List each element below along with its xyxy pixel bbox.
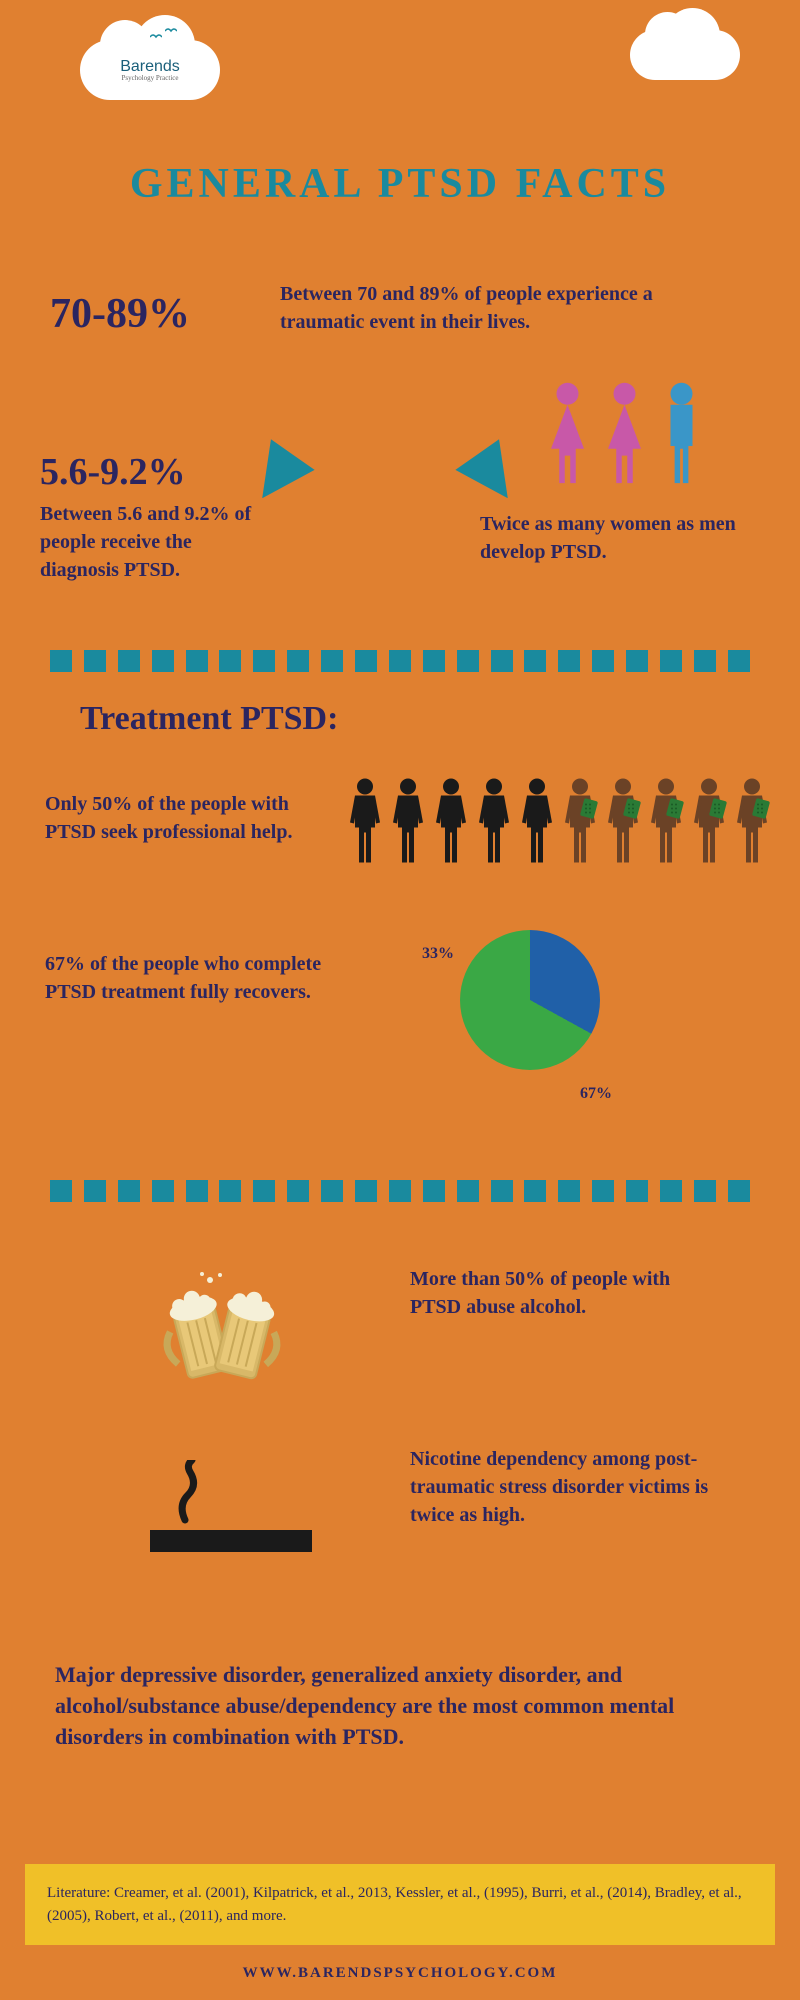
infographic-page: Barends Psychology Practice GENERAL PTSD… — [0, 0, 800, 2000]
treatment-title: Treatment PTSD: — [80, 700, 338, 738]
female-icon — [597, 380, 652, 490]
website-url: WWW.BARENDSPSYCHOLOGY.COM — [0, 1965, 800, 1982]
stat-percent-2: 5.6-9.2% — [40, 450, 186, 494]
person-icon — [560, 775, 600, 870]
person-icon — [603, 775, 643, 870]
pie-graphic — [460, 930, 600, 1070]
stat-text-2: Between 5.6 and 9.2% of people receive t… — [40, 500, 270, 584]
person-icon — [388, 775, 428, 870]
female-icon — [540, 380, 595, 490]
pie-label-1: 33% — [422, 945, 454, 963]
stat-text-1: Between 70 and 89% of people experience … — [280, 280, 710, 336]
cigarette-icon — [130, 1460, 330, 1575]
person-icon — [689, 775, 729, 870]
disorders-text: Major depressive disorder, generalized a… — [55, 1660, 695, 1752]
treatment-text-2: 67% of the people who complete PTSD trea… — [45, 950, 345, 1006]
divider — [50, 1180, 750, 1202]
logo-brand: Barends — [120, 59, 180, 75]
person-icon — [732, 775, 772, 870]
male-icon — [654, 380, 709, 490]
decorative-cloud — [630, 30, 740, 80]
person-icon — [474, 775, 514, 870]
alcohol-text: More than 50% of people with PTSD abuse … — [410, 1265, 710, 1321]
logo-subtitle: Psychology Practice — [120, 75, 180, 82]
literature-box: Literature: Creamer, et al. (2001), Kilp… — [25, 1864, 775, 1945]
arrow-left-icon — [249, 366, 372, 494]
bird-icon — [150, 28, 162, 36]
logo: Barends Psychology Practice — [120, 59, 180, 82]
person-icon — [517, 775, 557, 870]
gender-people-icons — [540, 380, 709, 490]
treatment-text-1: Only 50% of the people with PTSD seek pr… — [45, 790, 305, 846]
person-icon — [345, 775, 385, 870]
logo-cloud: Barends Psychology Practice — [80, 40, 220, 100]
bird-icon — [165, 22, 177, 30]
gender-text: Twice as many women as men develop PTSD. — [480, 510, 760, 566]
nicotine-text: Nicotine dependency among post-traumatic… — [410, 1445, 740, 1529]
page-title: GENERAL PTSD FACTS — [0, 160, 800, 208]
person-icon — [646, 775, 686, 870]
pie-chart: 33% 67% — [460, 930, 600, 1070]
beer-mugs-icon — [140, 1270, 290, 1405]
person-icon — [431, 775, 471, 870]
stat-percent-1: 70-89% — [50, 290, 190, 338]
arrow-right-icon — [399, 366, 522, 494]
pie-label-2: 67% — [580, 1085, 612, 1103]
treatment-people-icons — [345, 775, 772, 870]
divider — [50, 650, 750, 672]
